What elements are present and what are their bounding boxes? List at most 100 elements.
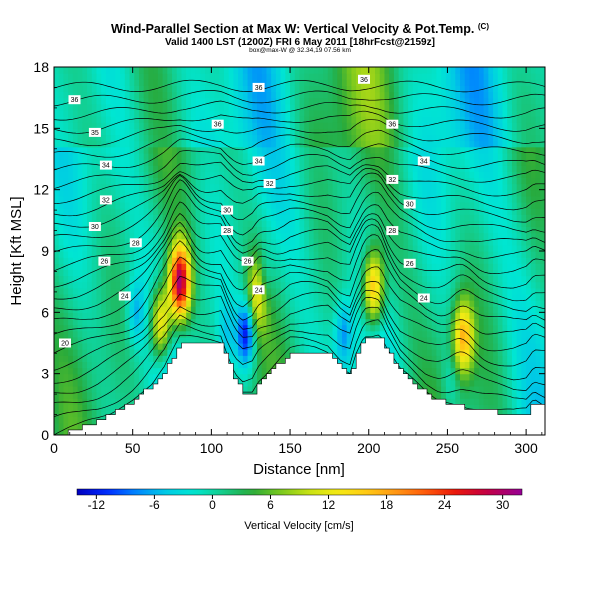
velocity-cell xyxy=(304,257,310,264)
velocity-cell xyxy=(72,410,79,418)
velocity-cell xyxy=(271,263,277,270)
velocity-cell xyxy=(323,122,329,129)
velocity-cell xyxy=(379,140,386,148)
velocity-cell xyxy=(138,306,145,313)
velocity-cell xyxy=(280,122,286,129)
velocity-cell xyxy=(426,152,433,160)
velocity-cell xyxy=(351,300,357,307)
velocity-cell xyxy=(77,122,83,129)
velocity-cell xyxy=(181,171,187,178)
velocity-cell xyxy=(266,287,272,295)
velocity-cell xyxy=(120,134,126,142)
velocity-cell xyxy=(408,312,414,320)
velocity-cell xyxy=(115,373,121,381)
velocity-cell xyxy=(129,73,135,80)
velocity-cell xyxy=(247,306,253,313)
velocity-cell xyxy=(219,300,225,307)
velocity-cell xyxy=(110,318,116,326)
velocity-cell xyxy=(252,79,258,86)
velocity-cell xyxy=(431,343,438,350)
velocity-cell xyxy=(280,85,286,93)
velocity-cell xyxy=(82,373,88,381)
velocity-cell xyxy=(304,79,310,86)
velocity-cell xyxy=(167,214,173,221)
velocity-cell xyxy=(299,208,305,215)
velocity-cell xyxy=(209,159,216,166)
velocity-cell xyxy=(63,404,69,412)
velocity-cell xyxy=(54,79,60,86)
velocity-cell xyxy=(143,263,150,270)
velocity-cell xyxy=(105,287,112,295)
velocity-cell xyxy=(138,195,145,203)
velocity-cell xyxy=(294,146,301,154)
velocity-cell xyxy=(370,171,376,178)
velocity-cell xyxy=(82,257,88,264)
velocity-cell xyxy=(351,140,357,148)
velocity-cell xyxy=(285,109,291,117)
velocity-cell xyxy=(375,159,381,166)
velocity-cell xyxy=(72,238,79,246)
velocity-cell xyxy=(436,263,442,270)
velocity-cell xyxy=(115,97,121,105)
velocity-cell xyxy=(337,183,343,191)
velocity-cell xyxy=(181,79,187,86)
velocity-cell xyxy=(200,318,206,326)
velocity-cell xyxy=(72,232,79,240)
velocity-cell xyxy=(153,281,159,289)
velocity-cell xyxy=(393,318,400,326)
velocity-cell xyxy=(356,201,362,209)
velocity-cell xyxy=(417,257,423,264)
velocity-cell xyxy=(238,208,244,215)
velocity-cell xyxy=(271,232,277,240)
velocity-cell xyxy=(266,91,272,99)
velocity-cell xyxy=(360,183,367,191)
velocity-cell xyxy=(205,287,211,295)
velocity-cell xyxy=(337,281,343,289)
velocity-cell xyxy=(271,165,277,172)
velocity-cell xyxy=(58,275,65,283)
velocity-cell xyxy=(68,134,74,142)
velocity-cell xyxy=(242,85,249,93)
velocity-cell xyxy=(228,103,234,111)
velocity-cell xyxy=(129,336,135,344)
velocity-cell xyxy=(214,103,220,111)
velocity-cell xyxy=(120,146,126,154)
velocity-cell xyxy=(412,330,419,338)
velocity-cell xyxy=(105,226,112,234)
velocity-cell xyxy=(393,97,400,105)
velocity-cell xyxy=(233,201,239,209)
velocity-cell xyxy=(417,122,423,129)
velocity-cell xyxy=(341,349,348,356)
velocity-cell xyxy=(214,91,220,99)
velocity-cell xyxy=(77,367,83,375)
velocity-cell xyxy=(431,293,438,301)
velocity-cell xyxy=(54,226,60,234)
velocity-cell xyxy=(153,122,159,129)
velocity-cell xyxy=(351,287,357,295)
velocity-cell xyxy=(417,195,423,203)
velocity-cell xyxy=(138,146,145,154)
velocity-cell xyxy=(426,379,433,387)
velocity-cell xyxy=(275,165,282,172)
velocity-cell xyxy=(422,330,428,338)
velocity-cell xyxy=(205,330,211,338)
velocity-cell xyxy=(54,152,60,160)
velocity-cell xyxy=(375,300,381,307)
velocity-cell xyxy=(408,361,414,369)
velocity-cell xyxy=(370,128,376,136)
velocity-cell xyxy=(408,152,414,160)
velocity-cell xyxy=(346,146,353,154)
velocity-cell xyxy=(87,91,93,99)
velocity-cell xyxy=(54,287,60,295)
velocity-cell xyxy=(257,318,263,326)
velocity-cell xyxy=(242,367,249,375)
velocity-cell xyxy=(138,220,145,228)
velocity-cell xyxy=(304,306,310,313)
velocity-cell xyxy=(91,73,98,80)
velocity-cell xyxy=(195,300,201,307)
velocity-cell xyxy=(247,116,253,123)
velocity-cell xyxy=(426,226,433,234)
velocity-cell xyxy=(91,116,98,123)
velocity-cell xyxy=(120,201,126,209)
velocity-cell xyxy=(332,318,338,326)
